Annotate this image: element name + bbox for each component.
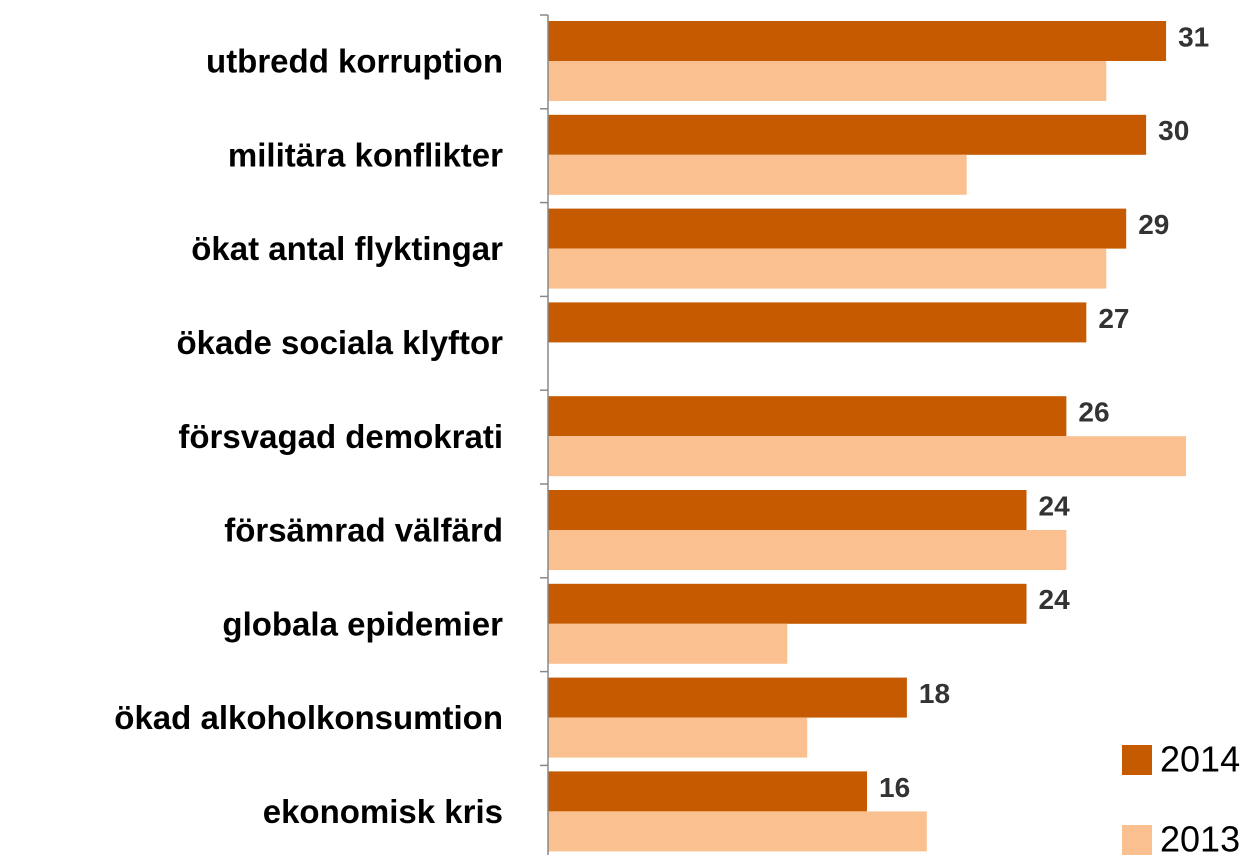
bar	[548, 396, 1067, 437]
value-label: 24	[1039, 584, 1071, 615]
value-label: 29	[1138, 209, 1169, 240]
category-label: utbredd korruption	[206, 43, 503, 80]
bar	[548, 436, 1186, 477]
category-label: ökat antal flyktingar	[191, 230, 503, 267]
value-label: 31	[1178, 21, 1209, 52]
bar	[548, 61, 1107, 101]
bar	[548, 623, 788, 664]
bar	[548, 248, 1107, 289]
category-label: militära konflikter	[228, 136, 503, 173]
bar	[548, 154, 967, 195]
bar	[548, 490, 1027, 530]
value-label: 27	[1098, 303, 1129, 334]
value-label: 16	[879, 772, 910, 803]
bar	[548, 21, 1167, 61]
legend-swatch	[1122, 745, 1152, 775]
category-label: försämrad välfärd	[224, 512, 503, 549]
bar	[548, 208, 1127, 249]
value-label: 24	[1039, 490, 1071, 521]
legend-label: 2014	[1160, 739, 1240, 780]
value-label: 26	[1078, 397, 1109, 428]
bar	[548, 114, 1147, 155]
category-label: försvagad demokrati	[178, 418, 503, 455]
value-label: 30	[1158, 115, 1189, 146]
bar	[548, 583, 1027, 624]
category-label: globala epidemier	[222, 605, 503, 642]
value-label: 18	[919, 678, 950, 709]
bar	[548, 530, 1067, 570]
legend-label: 2013	[1160, 819, 1240, 855]
bar	[548, 717, 808, 758]
bar	[548, 771, 867, 812]
bar	[548, 677, 907, 718]
bar	[548, 302, 1087, 343]
category-label: ökade sociala klyftor	[177, 324, 504, 361]
legend-swatch	[1122, 825, 1152, 855]
category-label: ökad alkoholkonsumtion	[114, 699, 503, 736]
bar	[548, 811, 927, 852]
category-label: ekonomisk kris	[263, 793, 503, 830]
